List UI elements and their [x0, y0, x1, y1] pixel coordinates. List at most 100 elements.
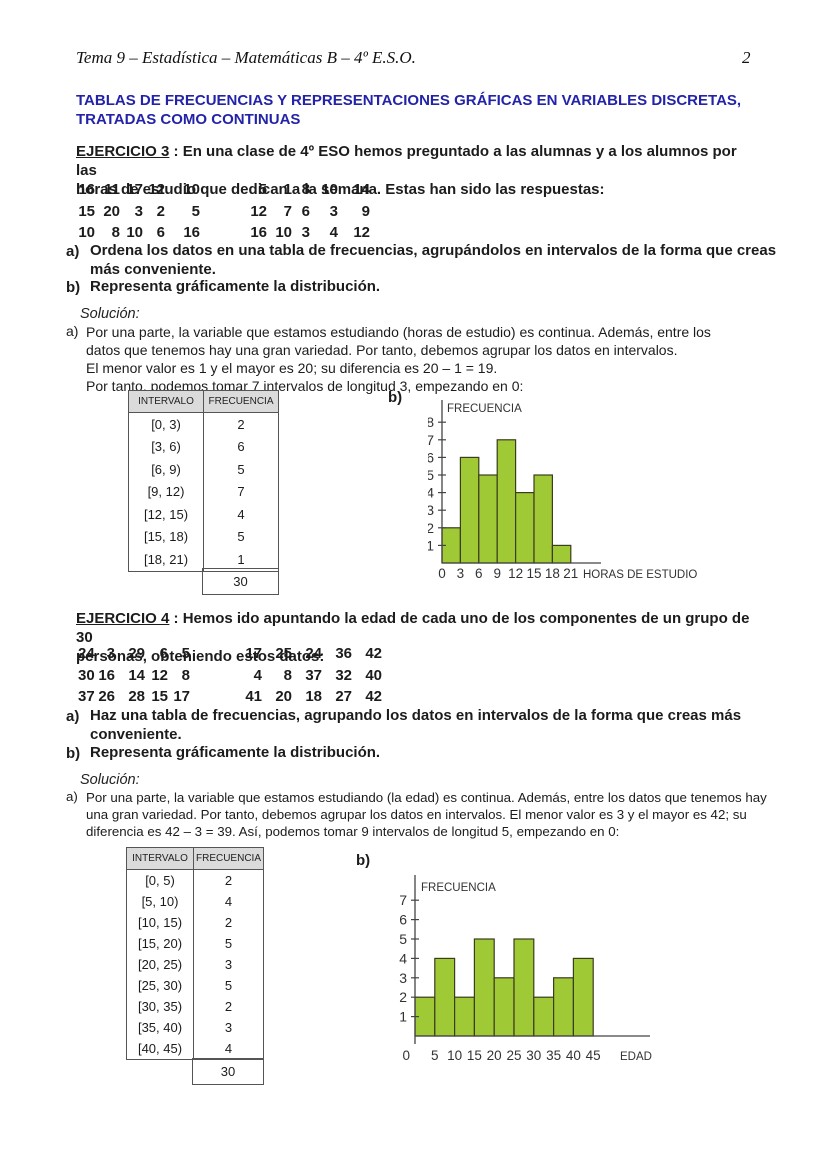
data-value: 3: [329, 202, 338, 220]
cell-frecuencia: 2: [193, 870, 263, 891]
data-value: 36: [335, 645, 352, 662]
data-value: 11: [104, 181, 120, 198]
bar-[10, 15): [453, 996, 475, 1037]
cell-frecuencia: 3: [193, 954, 263, 975]
y-tick-label: 1: [428, 537, 434, 553]
y-tick-label: 2: [428, 520, 434, 536]
item-a-label: a): [66, 708, 80, 725]
col-header-intervalo: INTERVALO: [138, 396, 194, 407]
cell-frecuencia: 5: [193, 975, 263, 996]
cell-intervalo: [0, 5): [145, 873, 175, 888]
table-row: [15, 18) 5: [129, 525, 278, 548]
ejercicio4-intro-line2: personas, obteniendo estos datos:: [76, 648, 325, 665]
x-tick-label: 20: [487, 1048, 502, 1063]
data-value: 17: [126, 181, 143, 198]
x-tick-label: 10: [447, 1048, 462, 1063]
data-value: 29: [128, 645, 145, 662]
data-value: 6: [159, 645, 168, 662]
data-value: 9: [361, 202, 370, 220]
data-value: 37: [78, 688, 95, 705]
data-value: 10: [183, 181, 200, 198]
ejercicio4-item-a: a) Haz una tabla de frecuencias, agrupan…: [66, 707, 741, 744]
page-number: 2: [742, 48, 751, 67]
cell-intervalo: [15, 18): [143, 529, 189, 545]
data-value: 40: [365, 666, 382, 684]
table-row: [30, 35) 2: [127, 996, 263, 1017]
y-axis-title: FRECUENCIA: [447, 403, 522, 415]
solution-line: diferencia es 42 – 3 = 39. Así, podemos …: [86, 824, 620, 839]
y-tick-label: 6: [399, 912, 407, 928]
data-value: 18: [305, 688, 322, 705]
cell-intervalo: [18, 21): [143, 551, 189, 567]
bar-[18, 21): [551, 544, 572, 564]
x-axis-title: EDAD: [620, 1051, 652, 1063]
solution-line: datos que tenemos hay una gran variedad.…: [86, 342, 678, 358]
data-value: 27: [335, 688, 352, 705]
data-value: 24: [78, 645, 95, 662]
ejercicio4-graph-label: b): [356, 852, 371, 869]
cell-intervalo: [3, 6): [151, 439, 181, 455]
data-value: 4: [329, 224, 338, 241]
item-a-line2: conveniente.: [90, 725, 182, 743]
item-b-label: b): [66, 745, 81, 762]
data-value: 24: [305, 645, 322, 662]
ejercicio3-data-grid: 16 11 17 12 10 5 1 8 10 14 15 20 3 2 5 12 7 6 3 9 10 8 10 6 16 16…: [78, 181, 370, 246]
data-value: 2: [156, 202, 165, 220]
y-tick-label: 1: [399, 1009, 407, 1025]
cell-frecuencia: 4: [203, 503, 278, 526]
ejercicio3-item-a: a) Ordena los datos en una tabla de frec…: [66, 242, 776, 279]
data-value: 15: [151, 688, 168, 705]
item-a-line1: Haz una tabla de frecuencias, agrupando …: [90, 707, 742, 724]
data-value: 8: [301, 181, 310, 198]
data-value: 17: [245, 645, 262, 662]
y-tick-label: 4: [428, 485, 434, 501]
x-tick-label: 0: [402, 1048, 410, 1063]
data-value: 25: [275, 645, 292, 662]
y-axis-title: FRECUENCIA: [421, 882, 496, 894]
cell-frecuencia: 6: [203, 435, 278, 458]
cell-frecuencia: 2: [193, 996, 263, 1017]
cell-frecuencia: 4: [193, 1038, 263, 1059]
bar-[40, 45): [572, 957, 594, 1037]
bar-[20, 25): [493, 977, 515, 1037]
data-value: 37: [305, 666, 322, 684]
ejercicio3-intro: : En una clase de 4º ESO hemos preguntad…: [76, 143, 737, 179]
data-value: 20: [103, 202, 120, 220]
data-value: 16: [78, 181, 95, 198]
ejercicio4-heading: EJERCICIO 4 : Hemos ido apuntando la eda…: [76, 609, 756, 666]
frequency-table-ej3: INTERVALO FRECUENCIA [0, 3) 2 [3, 6) 6 [6, 9) 5…: [128, 390, 279, 572]
table-header-row: INTERVALO FRECUENCIA: [129, 391, 278, 413]
data-value: 28: [128, 688, 145, 705]
data-value: 3: [301, 224, 310, 241]
cell-intervalo: [25, 30): [137, 978, 183, 993]
ejercicio3-solucion-heading: Solución:: [80, 306, 140, 322]
item-b-text: Representa gráficamente la distribución.: [90, 278, 381, 295]
table-row: [20, 25) 3: [127, 954, 263, 975]
data-value: 12: [148, 181, 165, 198]
data-value: 14: [128, 666, 145, 684]
bar-[6, 9): [478, 474, 498, 564]
solution-a-label: a): [66, 323, 79, 339]
data-value: 12: [151, 666, 168, 684]
cell-intervalo: [30, 35): [137, 999, 183, 1014]
bar-[35, 40): [553, 977, 575, 1037]
y-tick-label: 5: [428, 467, 434, 483]
table-row: [35, 40) 3: [127, 1017, 263, 1038]
data-value: 20: [275, 688, 292, 705]
bar-[3, 6): [459, 456, 480, 564]
cell-frecuencia: 2: [203, 413, 278, 436]
cell-intervalo: [35, 40): [137, 1020, 183, 1035]
data-value: 1: [283, 181, 292, 198]
x-tick-label: 18: [545, 566, 560, 581]
x-tick-label: 40: [566, 1048, 581, 1063]
item-a-line1: Ordena los datos en una tabla de frecuen…: [90, 242, 777, 259]
data-value: 8: [111, 224, 120, 241]
x-tick-label: 21: [563, 566, 578, 581]
item-b-label: b): [66, 279, 81, 296]
data-value: 15: [78, 202, 95, 220]
data-value: 16: [250, 224, 267, 241]
cell-intervalo: [6, 9): [151, 461, 181, 477]
